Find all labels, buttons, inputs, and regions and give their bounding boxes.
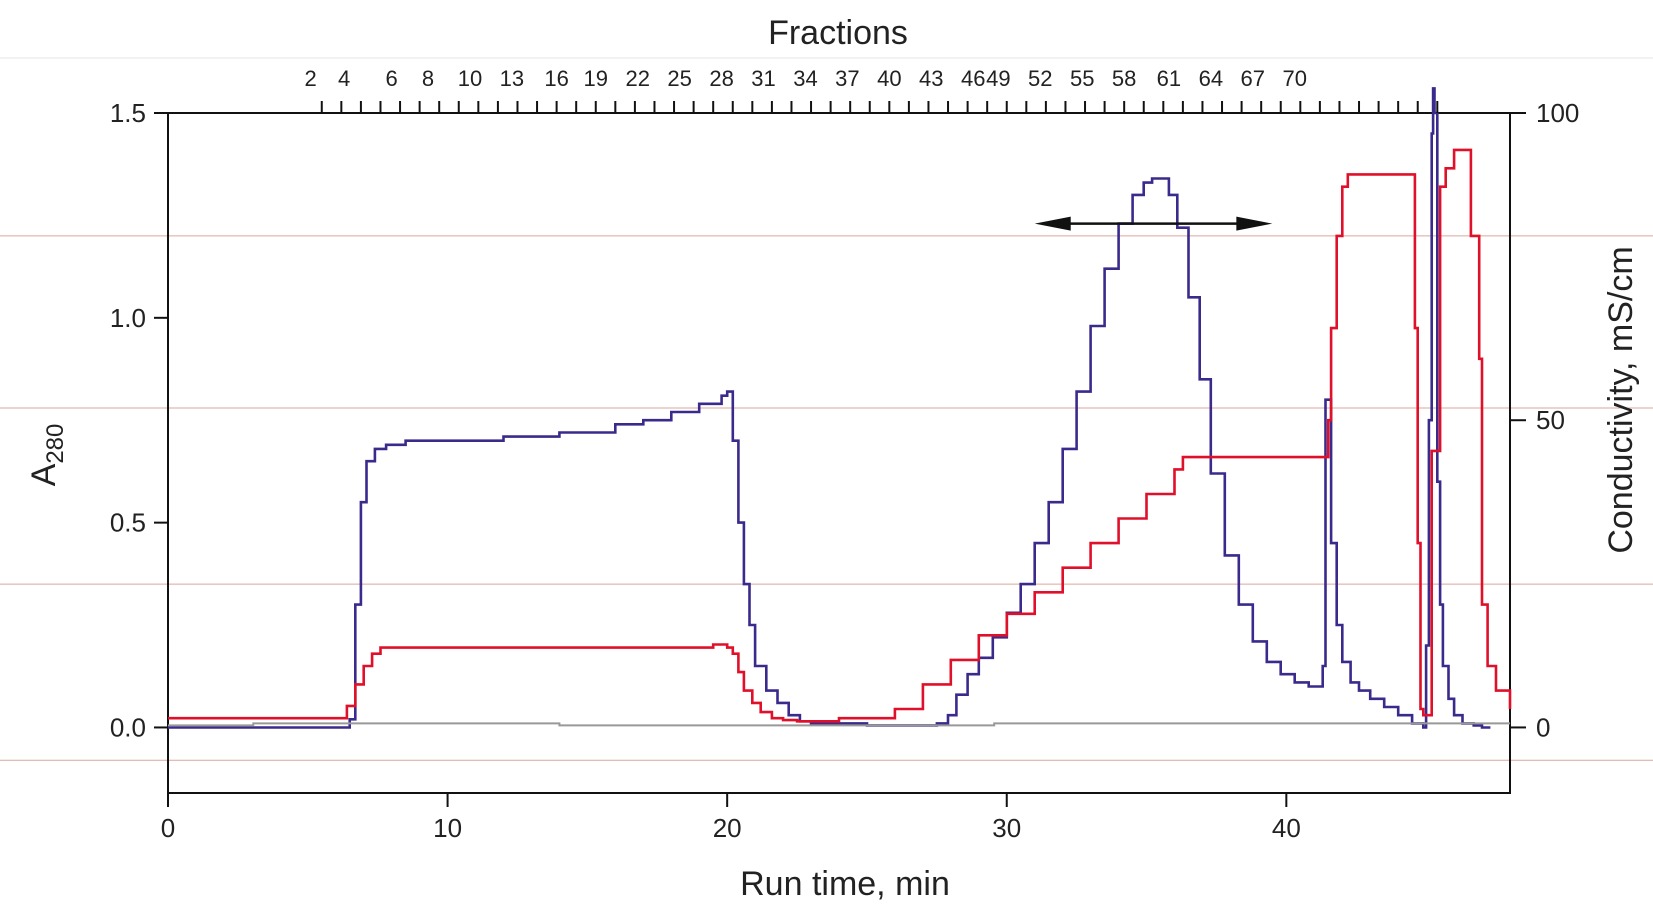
fraction-label-21: 61 xyxy=(1157,66,1181,91)
y2-tick-label-0: 0 xyxy=(1536,712,1550,742)
x-axis-title: Run time, min xyxy=(740,865,950,903)
fraction-label-7: 19 xyxy=(584,66,608,91)
fraction-label-9: 25 xyxy=(667,66,691,91)
fraction-label-0: 2 xyxy=(304,66,316,91)
arrow-head-right xyxy=(1236,216,1273,231)
fraction-label-3: 8 xyxy=(422,66,434,91)
fraction-label-18: 52 xyxy=(1028,66,1052,91)
fraction-label-23: 67 xyxy=(1241,66,1265,91)
arrow-annotation xyxy=(1034,216,1273,231)
y-axis-title-sub: 280 xyxy=(42,424,69,464)
fraction-label-10: 28 xyxy=(709,66,733,91)
y-axis-title-main: A xyxy=(25,463,63,486)
fraction-label-11: 31 xyxy=(751,66,775,91)
y-axis-right: 0 50 100 xyxy=(1510,98,1579,742)
y2-tick-label-1: 50 xyxy=(1536,405,1565,435)
top-axis-fractions: 2 4 6 8 10 13 16 19 22 25 28 31 34 37 40 43 46 49 52 55 58 61… xyxy=(304,66,1439,113)
y-axis-title: A280 xyxy=(25,424,69,487)
fraction-label-15: 43 xyxy=(919,66,943,91)
fraction-label-20: 58 xyxy=(1112,66,1136,91)
fraction-label-19: 55 xyxy=(1070,66,1094,91)
y2-axis-title: Conductivity, mS/cm xyxy=(1602,246,1640,553)
series-line-2 xyxy=(168,722,1510,727)
fraction-label-6: 16 xyxy=(544,66,568,91)
x-tick-label-4: 40 xyxy=(1272,813,1301,843)
series-layer xyxy=(168,87,1512,729)
fraction-label-13: 37 xyxy=(835,66,859,91)
top-axis-title: Fractions xyxy=(768,14,908,52)
fraction-label-4: 10 xyxy=(458,66,482,91)
fraction-label-5: 13 xyxy=(500,66,524,91)
fraction-label-1: 4 xyxy=(338,66,350,91)
fraction-label-24: 70 xyxy=(1282,66,1306,91)
plot-frame xyxy=(167,112,1511,794)
fraction-label-12: 34 xyxy=(793,66,817,91)
arrow-head-left xyxy=(1034,216,1071,231)
x-tick-label-0: 0 xyxy=(161,813,175,843)
background-grid xyxy=(0,57,1653,761)
fraction-label-8: 22 xyxy=(625,66,649,91)
y-axis-left: 0.0 0.5 1.0 1.5 xyxy=(110,98,168,742)
series-line-1 xyxy=(168,148,1512,723)
x-tick-label-3: 30 xyxy=(992,813,1021,843)
x-tick-label-2: 20 xyxy=(713,813,742,843)
x-axis: 0 10 20 30 40 xyxy=(161,793,1301,843)
fraction-label-16: 46 xyxy=(961,66,985,91)
y-tick-label-1: 0.5 xyxy=(110,508,146,538)
fraction-label-14: 40 xyxy=(877,66,901,91)
y-tick-label-2: 1.0 xyxy=(110,303,146,333)
y-tick-label-3: 1.5 xyxy=(110,98,146,128)
fraction-label-2: 6 xyxy=(386,66,398,91)
x-tick-label-1: 10 xyxy=(433,813,462,843)
fraction-label-22: 64 xyxy=(1199,66,1223,91)
y-tick-label-0: 0.0 xyxy=(110,712,146,742)
fraction-label-17: 49 xyxy=(986,66,1010,91)
y2-tick-label-2: 100 xyxy=(1536,98,1579,128)
